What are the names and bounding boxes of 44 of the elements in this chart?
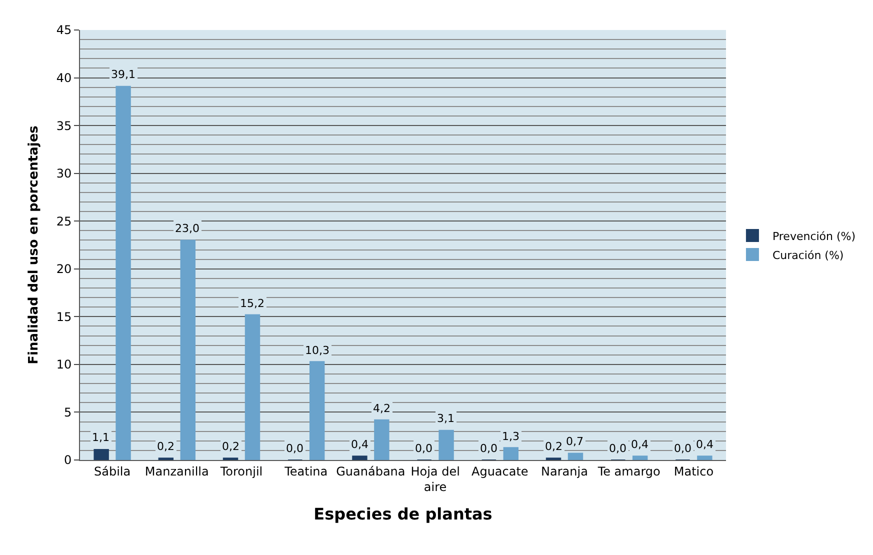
data-label: 0,2 [157,440,174,453]
legend-label: Curación (%) [772,248,844,262]
data-label: 3,1 [437,412,454,425]
data-label: 0,0 [674,442,692,455]
x-tick-label: Toronjil [219,464,263,478]
x-tick-label: Manzanilla [144,464,209,478]
data-label: 0,2 [222,440,240,453]
x-tick-label: Naranja [541,464,588,478]
data-label: 0,4 [696,438,714,451]
y-tick-label: 30 [56,166,72,181]
y-tick-label: 20 [56,262,72,276]
data-label: 1,3 [502,430,520,443]
y-tick-label: 45 [56,23,72,38]
data-label: 23,0 [175,222,200,235]
x-tick-label: Sábila [94,464,131,478]
y-tick-label: 35 [56,118,72,133]
x-tick-label: Aguacate [471,464,528,478]
data-label: 10,3 [305,344,330,357]
y-tick-label: 15 [56,310,72,324]
data-label: 0,4 [351,438,368,451]
data-label: 0,0 [480,442,498,455]
x-tick-label: Te amargo [596,464,660,478]
y-axis-title: Finalidad del uso en porcentajes [26,125,42,364]
y-tick-label: 40 [56,70,72,85]
data-label: 1,1 [92,431,110,444]
x-tick-label: Teatina [284,464,328,478]
x-tick-label: Guanábana [336,464,406,478]
x-tick-label: Matico [674,464,714,478]
data-label: 0,4 [631,438,648,451]
data-label: 0,7 [566,435,584,448]
data-label: 15,2 [240,297,264,310]
data-label: 39,1 [111,68,136,81]
y-tick-label: 25 [56,214,72,228]
x-tick-label: Hoja del aire [410,464,460,494]
data-label: 4,2 [373,402,390,415]
y-tick-label: 0 [64,453,72,468]
legend-label: Prevención (%) [772,230,856,243]
y-tick-label: 10 [56,358,72,372]
data-label: 0,0 [286,442,304,455]
data-label: 0,0 [609,442,626,455]
x-axis-title: Especies de plantas [314,504,492,524]
y-tick-label: 5 [64,405,72,420]
data-label: 0,0 [415,442,432,455]
data-label: 0,2 [545,440,562,453]
